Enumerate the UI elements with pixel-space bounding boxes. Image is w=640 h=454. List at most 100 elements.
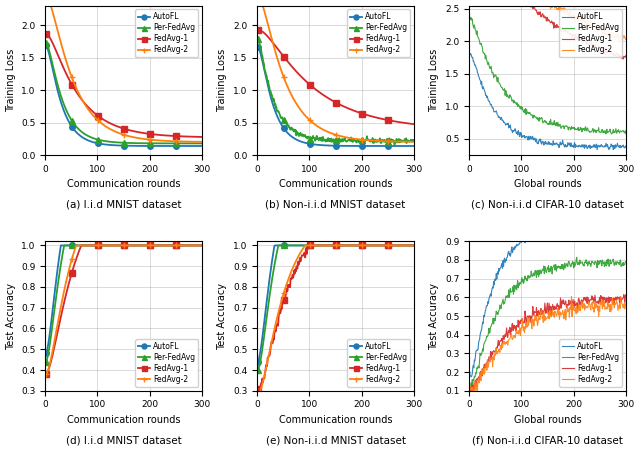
Y-axis label: Training Loss: Training Loss (6, 49, 15, 112)
AutoFL (559, 227, 566, 233)
Per-FedAvg (467, 17, 474, 22)
Line: Per-FedAvg: Per-FedAvg (470, 257, 626, 389)
FedAvg-2 (198, 243, 206, 248)
Per-FedAvg (184, 243, 191, 248)
FedAvg-2 (184, 243, 191, 248)
FedAvg-1 (254, 386, 262, 392)
FedAvg-1 (42, 31, 50, 36)
Per-FedAvg (622, 131, 630, 137)
FedAvg-2 (396, 139, 403, 144)
AutoFL (57, 243, 65, 248)
Line: Per-FedAvg: Per-FedAvg (43, 242, 205, 365)
Y-axis label: Test Accuracy: Test Accuracy (6, 282, 15, 350)
FedAvg-1 (255, 389, 262, 395)
Line: AutoFL: AutoFL (43, 242, 205, 356)
AutoFL (271, 243, 279, 248)
Line: Per-FedAvg: Per-FedAvg (470, 17, 626, 134)
FedAvg-2 (42, 371, 49, 377)
FedAvg-1 (136, 243, 143, 248)
Line: Per-FedAvg: Per-FedAvg (255, 242, 417, 373)
Per-FedAvg (138, 140, 145, 146)
FedAvg-2 (467, 386, 474, 391)
Text: (d) I.i.d MNIST dataset: (d) I.i.d MNIST dataset (66, 436, 182, 446)
FedAvg-1 (396, 243, 404, 248)
AutoFL (42, 350, 49, 356)
FedAvg-2 (559, 5, 567, 10)
Per-FedAvg (386, 243, 394, 248)
FedAvg-1 (467, 387, 474, 393)
AutoFL (609, 223, 616, 229)
AutoFL (254, 359, 262, 365)
AutoFL (350, 243, 358, 248)
AutoFL (347, 143, 355, 148)
Per-FedAvg (346, 136, 354, 142)
Per-FedAvg (138, 243, 146, 248)
FedAvg-1 (42, 371, 50, 376)
Y-axis label: Training Loss: Training Loss (429, 49, 440, 112)
Text: (b) Non-i.i.d MNIST dataset: (b) Non-i.i.d MNIST dataset (266, 200, 406, 210)
FedAvg-1 (254, 27, 262, 32)
Line: FedAvg-1: FedAvg-1 (43, 242, 205, 377)
FedAvg-2 (559, 10, 566, 15)
Per-FedAvg (42, 359, 49, 365)
AutoFL (135, 243, 143, 248)
FedAvg-2 (568, 294, 575, 299)
Per-FedAvg (349, 138, 357, 143)
AutoFL (346, 143, 354, 148)
AutoFL (136, 243, 143, 248)
Per-FedAvg (410, 138, 418, 143)
Per-FedAvg (410, 243, 418, 248)
Per-FedAvg (385, 136, 393, 141)
Legend: AutoFL, Per-FedAvg, FedAvg-1, FedAvg-2: AutoFL, Per-FedAvg, FedAvg-1, FedAvg-2 (348, 339, 410, 387)
Per-FedAvg (61, 243, 68, 248)
AutoFL (173, 143, 181, 149)
FedAvg-1 (561, 298, 569, 304)
Per-FedAvg (173, 141, 181, 146)
FedAvg-1 (173, 133, 181, 139)
FedAvg-1 (184, 243, 191, 248)
AutoFL (396, 143, 403, 149)
AutoFL (467, 51, 474, 56)
X-axis label: Communication rounds: Communication rounds (279, 179, 392, 189)
FedAvg-1 (622, 53, 630, 59)
AutoFL (135, 143, 143, 148)
FedAvg-1 (598, 49, 605, 54)
FedAvg-2 (301, 243, 309, 248)
Y-axis label: Test Accuracy: Test Accuracy (429, 282, 440, 350)
AutoFL (198, 143, 206, 149)
FedAvg-1 (622, 292, 630, 297)
Legend: AutoFL, Per-FedAvg, FedAvg-1, FedAvg-2: AutoFL, Per-FedAvg, FedAvg-1, FedAvg-2 (559, 10, 622, 57)
FedAvg-2 (608, 307, 616, 312)
FedAvg-1 (385, 118, 393, 123)
FedAvg-2 (466, 388, 474, 394)
FedAvg-1 (607, 295, 615, 300)
AutoFL (559, 225, 567, 230)
FedAvg-2 (138, 243, 146, 248)
FedAvg-2 (136, 243, 143, 248)
AutoFL (42, 43, 50, 49)
Per-FedAvg (396, 137, 404, 142)
Line: Per-FedAvg: Per-FedAvg (43, 40, 205, 146)
FedAvg-2 (410, 139, 418, 144)
Line: FedAvg-2: FedAvg-2 (43, 0, 205, 145)
FedAvg-1 (351, 243, 358, 248)
Per-FedAvg (608, 131, 616, 137)
AutoFL (562, 223, 570, 229)
FedAvg-2 (349, 136, 357, 141)
FedAvg-2 (135, 243, 143, 248)
AutoFL (589, 220, 596, 225)
Per-FedAvg (136, 243, 143, 248)
Per-FedAvg (348, 243, 355, 248)
Line: FedAvg-1: FedAvg-1 (470, 295, 626, 391)
AutoFL (348, 243, 355, 248)
AutoFL (562, 143, 570, 148)
FedAvg-1 (559, 301, 566, 307)
AutoFL (254, 44, 262, 49)
FedAvg-1 (410, 243, 418, 248)
FedAvg-2 (410, 243, 418, 248)
FedAvg-1 (135, 243, 143, 248)
FedAvg-2 (198, 139, 206, 144)
Per-FedAvg (390, 142, 398, 147)
FedAvg-1 (254, 389, 262, 395)
FedAvg-2 (73, 243, 81, 248)
